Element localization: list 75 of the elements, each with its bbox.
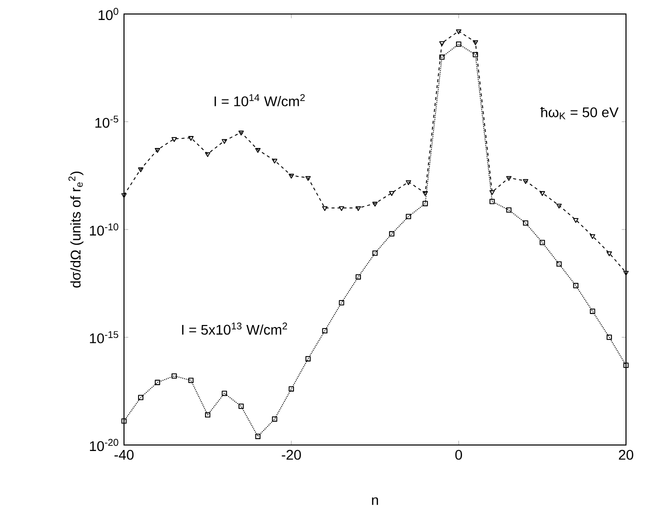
- point: [154, 380, 160, 386]
- point: [255, 434, 261, 440]
- point: [238, 130, 244, 136]
- point: [356, 206, 361, 211]
- point: [606, 334, 612, 340]
- point: [204, 152, 210, 158]
- point: [272, 158, 278, 164]
- text: I = 10$^{14}$ W/cm$^{2}$: [214, 94, 305, 106]
- point: [322, 328, 328, 334]
- x-tick-label: -40: [114, 450, 134, 460]
- point: [406, 214, 412, 220]
- point: [522, 179, 528, 184]
- point: [522, 220, 528, 226]
- point: [472, 52, 478, 58]
- point: [590, 308, 596, 314]
- point: [255, 148, 261, 153]
- x-axis-title: n: [372, 497, 378, 505]
- point: [305, 356, 311, 362]
- text: I = 5x10$^{13}$ W/cm$^{2}$: [182, 322, 288, 335]
- point: [356, 274, 361, 280]
- y-tick-label: 10$^{0}$: [98, 8, 118, 20]
- point: [456, 29, 462, 34]
- point: [338, 206, 344, 211]
- x-tick-label: 0: [455, 450, 462, 460]
- point: [406, 180, 412, 186]
- point: [222, 390, 228, 396]
- point: [439, 54, 445, 60]
- point: [506, 176, 512, 181]
- point: [138, 394, 144, 400]
- point: [540, 240, 545, 246]
- point: [372, 250, 378, 256]
- point: [154, 148, 160, 153]
- point: [188, 378, 194, 383]
- y-axis-title: dσ/dΩ (units of r$_{e}$$^{2}$): [68, 172, 84, 288]
- point: [489, 190, 495, 196]
- point: [338, 300, 344, 306]
- y-tick-label: 10$^{-15}$: [90, 331, 118, 344]
- point: [506, 207, 512, 213]
- x-tick-label: -20: [282, 450, 301, 460]
- point: [305, 176, 311, 181]
- y-tick-label: 10$^{-10}$: [90, 223, 118, 236]
- point: [372, 202, 378, 207]
- point: [389, 231, 394, 236]
- x-tick-label: 20: [618, 450, 634, 460]
- point: [590, 234, 596, 240]
- point: [288, 386, 294, 392]
- point: [222, 139, 228, 144]
- point: [623, 270, 629, 276]
- point: [172, 137, 177, 142]
- point: [188, 136, 194, 141]
- point: [238, 404, 244, 409]
- annotation: ħω$_{K}$ = 50 eV: [540, 106, 619, 120]
- point: [606, 251, 612, 256]
- point: [540, 191, 546, 196]
- point: [389, 191, 394, 196]
- point: [573, 282, 578, 288]
- point: [322, 206, 328, 211]
- point: [121, 418, 127, 424]
- point: [472, 40, 478, 46]
- point: [288, 174, 294, 179]
- point: [138, 167, 144, 172]
- point: [623, 362, 629, 368]
- point: [556, 261, 562, 267]
- y-tick-label: 10$^{-5}$: [95, 116, 118, 128]
- point: [556, 204, 562, 209]
- point: [573, 218, 578, 223]
- point: [205, 412, 210, 418]
- point: [422, 200, 428, 206]
- point: [456, 41, 462, 47]
- point: [272, 416, 278, 422]
- y-tick-label: 10$^{-20}$: [90, 438, 118, 452]
- point: [489, 198, 495, 204]
- point: [422, 191, 428, 196]
- point: [172, 373, 177, 379]
- point: [439, 41, 445, 46]
